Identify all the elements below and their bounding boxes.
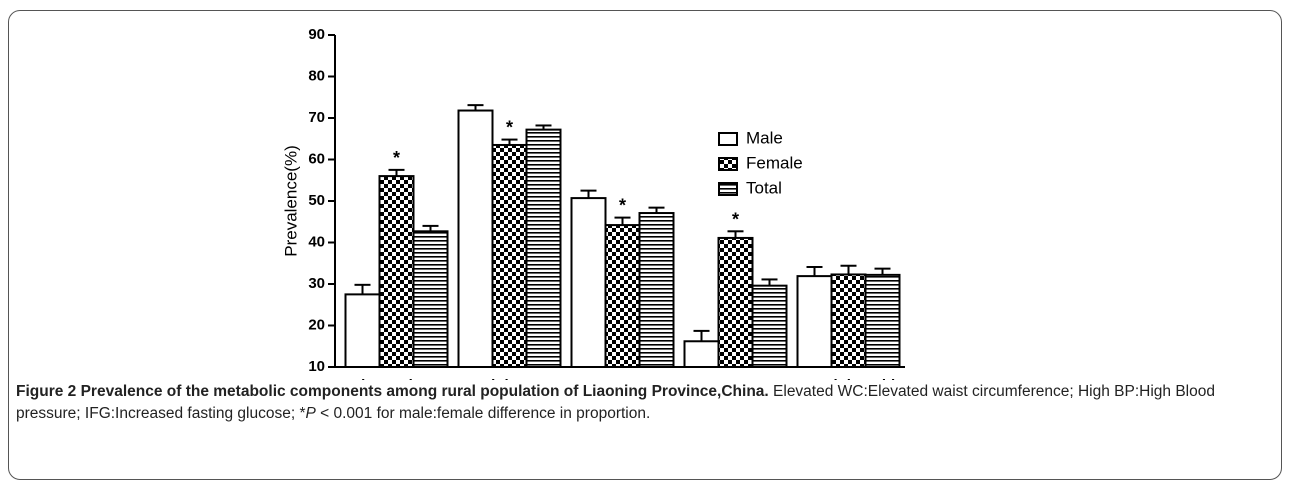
significance-marker: * <box>393 148 400 168</box>
x-tick-label: High BP <box>480 377 538 380</box>
chart: Prevalence(%) 10 20 30 40 50 60 70 80 90 Elevated… <box>281 26 917 380</box>
bar <box>412 230 449 368</box>
bar <box>638 212 675 368</box>
legend-swatch <box>718 182 738 196</box>
legend-label: Total <box>746 178 782 197</box>
bar <box>604 224 641 368</box>
y-tick-label: 30 <box>308 275 325 292</box>
x-tick-label: Hypertriglyceridem <box>780 377 917 380</box>
significance-marker: * <box>732 209 739 229</box>
caption: Figure 2 Prevalence of the metabolic com… <box>16 381 1278 425</box>
y-tick-label: 60 <box>308 150 325 167</box>
bar <box>683 340 720 368</box>
legend-label: Male <box>746 128 783 147</box>
y-tick-label: 20 <box>308 316 325 333</box>
bar <box>525 128 562 368</box>
y-tick-label: 70 <box>308 109 325 126</box>
y-tick-label: 90 <box>308 26 325 43</box>
bar <box>717 236 754 368</box>
bar <box>457 109 494 368</box>
y-tick-label: 80 <box>308 67 325 84</box>
legend-swatch <box>718 132 738 146</box>
caption-label: Figure 2 Prevalence of the metabolic com… <box>16 383 769 400</box>
y-tick-label: 10 <box>308 358 325 375</box>
bar <box>796 275 833 368</box>
caption-text: < 0.001 for male:female difference in pr… <box>315 405 651 422</box>
bar <box>570 197 607 368</box>
y-tick-label: 50 <box>308 192 325 209</box>
caption-italic: P <box>305 405 316 422</box>
bar <box>491 143 528 368</box>
significance-marker: * <box>506 118 513 138</box>
x-tick-label: Low HDL-C <box>695 377 776 380</box>
x-tick-label: Elevated WC <box>351 377 442 380</box>
bar <box>344 293 381 368</box>
significance-marker: * <box>619 196 626 216</box>
y-axis-label: Prevalence(%) <box>281 145 300 257</box>
legend-label: Female <box>746 153 803 172</box>
caption-text: Elevated WC:Elevated waist circumference… <box>16 383 1215 422</box>
y-tick-label: 40 <box>308 233 325 250</box>
bar <box>830 273 867 368</box>
page: {"chart_data": { "type": "bar", "ylabel"… <box>8 10 1282 480</box>
bar <box>378 175 415 368</box>
x-tick-label: IFG <box>610 377 635 380</box>
bar <box>864 273 901 368</box>
legend-swatch <box>718 157 738 171</box>
bar <box>751 284 788 368</box>
